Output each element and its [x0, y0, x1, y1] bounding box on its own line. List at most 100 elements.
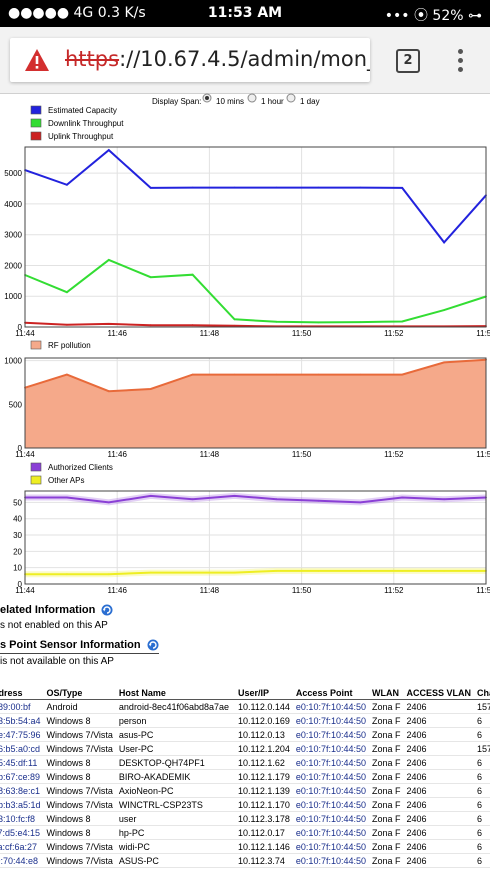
- data-point: [233, 324, 236, 327]
- table-cell: Zona F: [368, 853, 404, 868]
- table-cell[interactable]: e0:10:7f:10:44:50: [292, 783, 369, 798]
- data-point: [359, 321, 362, 323]
- data-point: [191, 186, 194, 189]
- table-cell[interactable]: c7:d5:e4:15: [0, 825, 44, 840]
- x-tick-label: 11:44: [15, 450, 35, 459]
- series-line: [24, 258, 487, 324]
- table-cell[interactable]: 9e:a4:0d:81: [0, 867, 44, 871]
- data-point: [275, 570, 278, 572]
- x-tick-label: 11:46: [107, 329, 127, 338]
- data-point: [107, 259, 110, 261]
- data-point: [233, 186, 236, 189]
- table-cell[interactable]: 43:10:fc:f8: [0, 811, 44, 826]
- data-point: [401, 187, 404, 189]
- x-tick-label: 11:44: [15, 329, 35, 338]
- data-point: [443, 570, 445, 572]
- overflow-menu-icon[interactable]: [452, 49, 468, 77]
- column-header[interactable]: User/IP: [235, 687, 293, 700]
- data-point: [107, 323, 110, 325]
- table-cell[interactable]: e0:10:7f:10:44:50: [292, 755, 369, 770]
- legend-label: RF pollution: [48, 341, 91, 350]
- data-point: [107, 149, 110, 151]
- related-info-title: elated Information: [0, 604, 96, 616]
- table-cell[interactable]: e0:10:7f:10:44:50: [292, 825, 369, 840]
- data-point: [233, 318, 236, 321]
- x-tick-label: 11:54: [476, 450, 490, 459]
- table-cell[interactable]: f9:70:44:e8: [0, 853, 44, 868]
- table-cell: Zona F: [368, 769, 404, 784]
- table-cell[interactable]: e0:10:7f:10:44:50: [292, 853, 369, 868]
- sensor-info-heading[interactable]: s Point Sensor Information: [0, 639, 159, 655]
- column-header[interactable]: ACCESS VLAN: [403, 687, 475, 700]
- data-point: [401, 373, 404, 376]
- series-line: [25, 569, 486, 576]
- table-cell[interactable]: e0:10:7f:10:44:50: [292, 797, 369, 812]
- security-warning-icon[interactable]: [24, 48, 50, 77]
- column-header[interactable]: OS/Type: [43, 687, 116, 700]
- table-cell: ASUS-PC: [115, 853, 236, 868]
- table-row[interactable]: f:89:00:bfAndroidandroid-8ec41f06abd8a7a…: [0, 699, 490, 714]
- table-cell[interactable]: f:89:00:bf: [0, 699, 44, 714]
- table-cell[interactable]: de:47:75:96: [0, 727, 44, 742]
- table-cell[interactable]: 78:63:8e:c1: [0, 783, 44, 798]
- table-cell[interactable]: 8b:67:ce:89: [0, 769, 44, 784]
- data-point: [401, 570, 404, 572]
- refresh-icon[interactable]: [101, 604, 113, 616]
- column-header[interactable]: Channel: [474, 687, 490, 700]
- table-cell[interactable]: e0:10:7f:10:44:50: [292, 741, 369, 756]
- column-header[interactable]: Host Name: [115, 687, 236, 700]
- data-point: [66, 183, 68, 186]
- display-span-option-10min[interactable]: 10 mins: [202, 93, 244, 106]
- display-span-option-1hour[interactable]: 1 hour: [247, 93, 284, 106]
- series-line: [24, 358, 487, 393]
- table-cell: Android: [43, 699, 116, 714]
- related-info-heading[interactable]: elated Information: [0, 604, 113, 616]
- table-cell[interactable]: e0:10:7f:10:44:50: [292, 839, 369, 854]
- series-line: [25, 494, 487, 504]
- table-cell[interactable]: b3:5b:54:a4: [0, 713, 44, 728]
- table-cell: 157: [474, 699, 490, 714]
- table-cell: 2406: [403, 811, 475, 826]
- table-cell[interactable]: e0:10:7f:10:44:50: [292, 769, 369, 784]
- column-header[interactable]: Access Point: [292, 687, 369, 700]
- table-cell[interactable]: 95:45:df:11: [0, 755, 44, 770]
- table-row[interactable]: 9e:a4:0d:81Androidandroid-a0aba346e360b4…: [0, 867, 490, 871]
- table-cell: Windows 8: [43, 811, 116, 826]
- table-cell[interactable]: ca:cf:6a:27: [0, 839, 44, 854]
- column-header[interactable]: ddress: [0, 687, 44, 700]
- battery-indicator: ••• ⦿ 52% ⊶: [384, 8, 482, 24]
- table-cell: 2406: [403, 867, 475, 871]
- table-cell: Zona F: [368, 755, 404, 770]
- url-text[interactable]: https://10.67.4.5/admin/mon_ap.: [65, 47, 370, 71]
- table-cell[interactable]: e0:10:7f:10:44:50: [292, 713, 369, 728]
- display-span-option-1day[interactable]: 1 day: [286, 93, 320, 106]
- table-cell: Zona F: [368, 783, 404, 798]
- column-header[interactable]: WLAN: [368, 687, 404, 700]
- table-cell[interactable]: e0:10:7f:10:44:50: [292, 727, 369, 742]
- tab-switcher-button[interactable]: 2: [396, 49, 420, 73]
- signal-indicator: ●●●●● 4G 0.3 K/s: [8, 5, 146, 21]
- table-cell[interactable]: e6:b5:a0:cd: [0, 741, 44, 756]
- address-bar[interactable]: https://10.67.4.5/admin/mon_ap.: [10, 38, 370, 82]
- refresh-icon[interactable]: [147, 639, 159, 651]
- data-point: [191, 273, 194, 276]
- table-cell: Zona F: [368, 797, 404, 812]
- table-cell[interactable]: e0:10:7f:10:44:50: [292, 811, 369, 826]
- table-cell[interactable]: db:b3:a5:1d: [0, 797, 44, 812]
- data-point: [149, 495, 152, 497]
- table-cell[interactable]: e0:10:7f:10:44:50: [292, 699, 369, 714]
- display-span-option-label: 1 day: [300, 97, 320, 106]
- table-cell[interactable]: e0:10:7f:10:44:50: [292, 867, 369, 871]
